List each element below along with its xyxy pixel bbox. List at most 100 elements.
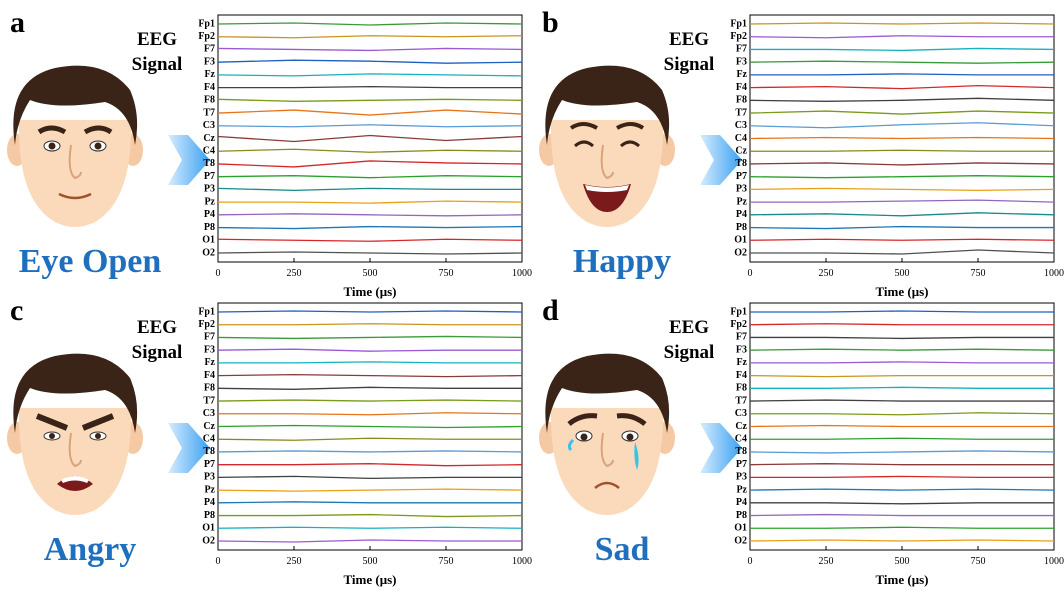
brow [37,125,67,135]
emotion-label: Happy [573,243,671,280]
channel-label: O1 [734,523,747,534]
channel-label: Cz [203,421,215,432]
eeg-trace [217,424,523,429]
brow [35,413,69,431]
channel-label: Fp1 [730,306,747,317]
channel-label: F3 [736,344,747,355]
eeg-trace [749,97,1055,102]
face [6,64,144,228]
channel-label: Fp1 [198,18,215,29]
channel-label: F7 [736,44,747,55]
x-tick-label: 1000 [512,556,532,567]
channel-label: T8 [735,446,747,457]
x-tick-label: 750 [971,268,986,279]
eeg-trace [749,60,1055,64]
channel-label: Fz [736,69,747,80]
eeg-trace [749,450,1055,454]
channel-label: Cz [735,146,747,157]
channel-label: F8 [736,95,747,106]
annotation: Signal [132,342,183,363]
pupil [94,142,102,150]
eeg-trace [218,412,523,416]
eeg-trace [749,463,1054,466]
x-tick-label: 500 [363,556,378,567]
eeg-trace [749,424,1054,428]
emotion-label: Eye Open [19,243,162,280]
eeg-trace [750,199,1055,203]
eeg-trace [749,399,1054,402]
x-tick-label: 0 [748,268,753,279]
channel-label: F4 [204,370,215,381]
eeg-trace [217,238,523,242]
x-tick-label: 0 [216,268,221,279]
eeg-trace [750,475,1054,479]
x-axis-label: Time (μs) [344,572,397,587]
channel-label: T7 [735,395,747,406]
channel-label: C3 [735,408,747,419]
eeg-trace [217,501,522,504]
x-axis-label: Time (μs) [876,572,929,587]
annotation: Signal [664,54,715,75]
eeg-trace [750,437,1054,440]
channel-label: O2 [734,535,747,546]
x-tick-label: 0 [216,556,221,567]
eeg-trace [217,335,523,340]
channel-label: P8 [736,510,747,521]
panel-label: c [10,294,23,327]
eeg-trace [217,213,523,217]
channel-label: Pz [736,484,747,495]
eeg-trace [217,187,522,192]
channel-label: T8 [735,158,747,169]
channel-label: Cz [203,133,215,144]
channel-label: T8 [203,158,215,169]
channel-label: Fp2 [730,319,747,330]
eeg-trace [217,488,523,492]
head [6,64,144,228]
x-tick-label: 250 [287,556,302,567]
eeg-trace [750,361,1054,364]
annotation: EEG [137,317,177,338]
channel-label: Fp2 [730,31,747,42]
eeg-trace [749,187,1055,192]
arrow [168,135,210,185]
eeg-trace [218,513,523,518]
annotation: EEG [669,29,709,50]
x-tick-label: 250 [819,268,834,279]
eeg-trace [218,85,522,89]
pupil [626,433,634,441]
eeg-trace [217,22,523,26]
eeg-trace [749,84,1055,90]
pupil [95,433,101,439]
annotation: EEG [669,317,709,338]
channel-label: P7 [204,171,215,182]
face [6,352,144,516]
eeg-trace [750,502,1054,505]
channel-label: Fz [204,69,215,80]
channel-label: T7 [203,395,215,406]
channel-label: O1 [202,523,215,534]
channel-label: P4 [736,497,747,508]
eeg-trace [750,336,1054,340]
eeg-trace [750,149,1054,152]
channel-label: T7 [735,107,747,118]
eeg-trace [217,251,523,255]
x-axis-label: Time (μs) [344,284,397,299]
eeg-trace [217,59,523,64]
channel-label: F8 [204,95,215,106]
eeg-trace [217,225,523,230]
channel-label: Fz [204,357,215,368]
channel-label: O2 [202,535,215,546]
eeg-trace [217,98,523,102]
eeg-trace [749,136,1055,140]
channel-label: P8 [204,222,215,233]
eeg-trace [218,361,522,364]
arrow [168,423,210,473]
x-tick-label: 1000 [1044,556,1064,567]
head [538,352,676,516]
eeg-trace [217,47,523,52]
x-tick-label: 250 [287,268,302,279]
channel-label: C4 [735,434,747,445]
channel-label: F4 [736,82,747,93]
arrow [700,135,742,185]
